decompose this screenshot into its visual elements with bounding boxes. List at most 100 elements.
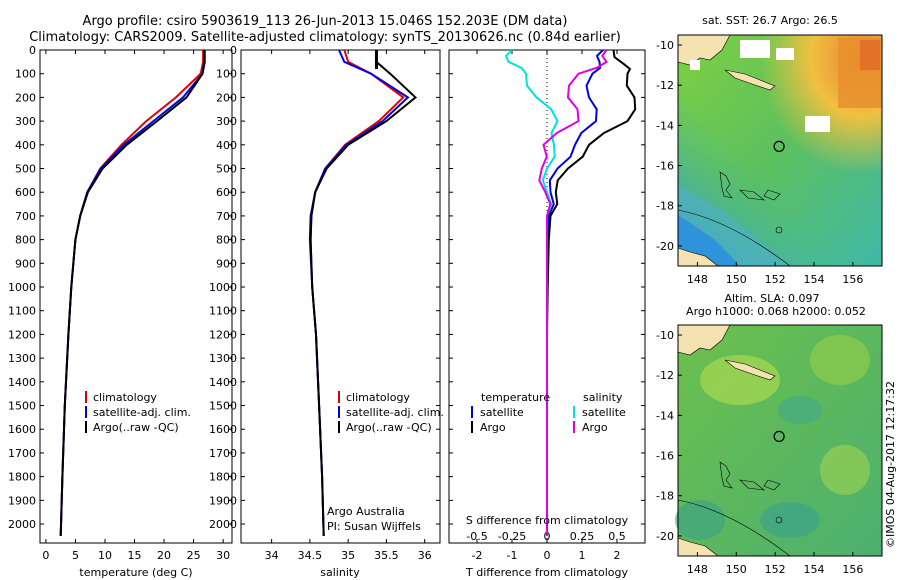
lat-tick-label: -14	[656, 119, 674, 132]
depth-tick-label: 0	[29, 44, 36, 57]
temperature-axis-label: temperature (deg C)	[79, 566, 192, 579]
credit-pi: PI: Susan Wijffels	[327, 520, 421, 533]
sla-map-frame	[677, 324, 883, 557]
depth-tick-label: 1700	[209, 447, 237, 460]
legend-label-t-satellite: satellite	[480, 406, 524, 419]
legend-label-argo: Argo(..raw -QC)	[93, 421, 179, 434]
sla-contour-1	[677, 499, 791, 557]
depth-tick-label: 100	[216, 68, 237, 81]
x-tick-label: 36	[418, 549, 432, 562]
depth-tick-label: 1500	[8, 400, 36, 413]
x-tick-label: 15	[128, 549, 142, 562]
x-tick-label: 35.5	[374, 549, 399, 562]
sla-low-1	[778, 396, 822, 424]
imos-stamp: ©IMOS 04-Aug-2017 12:17:32	[884, 381, 897, 548]
x-tick-label: 30	[216, 549, 230, 562]
legend-label-s-satellite: satellite	[582, 406, 626, 419]
lon-tick-label: 150	[726, 273, 747, 286]
lon-tick-label: 152	[765, 273, 786, 286]
sla-map-title-1: Altim. SLA: 0.097	[724, 292, 819, 305]
temperature-plot-frame	[39, 49, 233, 544]
sst-map-frame	[677, 34, 883, 267]
depth-tick-label: 1900	[8, 494, 36, 507]
s-tick-label: -0.5	[466, 530, 487, 543]
header-line-1: Argo profile: csiro 5903619_113 26-Jun-2…	[82, 14, 568, 29]
sla-high-2	[810, 335, 870, 385]
depth-tick-label: 1200	[209, 328, 237, 341]
sst-reef-1	[719, 171, 733, 199]
depth-tick-label: 1400	[8, 376, 36, 389]
t-tick-label: 1	[579, 549, 586, 562]
s-tick-label: 0.5	[608, 530, 626, 543]
sst-missing-3	[776, 48, 794, 60]
depth-tick-label: 1500	[209, 400, 237, 413]
sst-missing-2	[740, 40, 770, 58]
sst-map-title: sat. SST: 26.7 Argo: 26.5	[702, 14, 838, 27]
x-tick-label: 35	[341, 549, 355, 562]
x-tick-label: 34.5	[298, 549, 323, 562]
t-tick-label: -1	[507, 549, 518, 562]
s-difference-axis-label: S difference from climatology	[466, 514, 629, 527]
depth-tick-label: 700	[15, 210, 36, 223]
lon-tick-label: 156	[842, 273, 863, 286]
salinity-legend: climatology satellite-adj. clim. Argo(..…	[338, 391, 444, 434]
depth-tick-label: 1300	[8, 352, 36, 365]
t-tick-label: 0	[544, 549, 551, 562]
lat-tick-label: -10	[656, 329, 674, 342]
depth-tick-label: 800	[15, 234, 36, 247]
depth-tick-label: 600	[15, 186, 36, 199]
lat-tick-label: -18	[656, 490, 674, 503]
sla-high-3	[820, 445, 870, 495]
s-tick-label: 0	[544, 530, 551, 543]
depth-tick-label: 1100	[8, 305, 36, 318]
land-png-sla	[677, 324, 731, 356]
header-line-2: Climatology: CARS2009. Satellite-adjuste…	[29, 30, 621, 45]
depth-tick-label: 1700	[8, 447, 36, 460]
lon-tick-label: 154	[804, 273, 825, 286]
sst-missing-1	[690, 60, 700, 70]
legend-salinity-title: salinity	[583, 391, 623, 404]
legend-label-t-argo: Argo	[480, 421, 506, 434]
depth-tick-label: 300	[216, 115, 237, 128]
depth-tick-label: 400	[15, 139, 36, 152]
legend-label-argo: Argo(..raw -QC)	[346, 421, 432, 434]
depth-tick-label: 600	[216, 186, 237, 199]
sla-high-1	[700, 355, 780, 405]
depth-tick-label: 0	[230, 44, 237, 57]
sst-argo-float-marker	[773, 140, 785, 152]
legend-label-climatology: climatology	[346, 391, 410, 404]
sst-map-image	[677, 34, 882, 267]
t-difference-axis-label: T difference from climatology	[465, 566, 628, 579]
lon-tick-label: 148	[687, 273, 708, 286]
lat-tick-label: -20	[656, 240, 674, 253]
temperature-legend: climatology satellite-adj. clim. Argo(..…	[85, 391, 191, 434]
depth-tick-label: 2000	[209, 518, 237, 531]
lat-tick-label: -12	[656, 79, 674, 92]
t-tick-label: -2	[472, 549, 483, 562]
lat-tick-label: -12	[656, 369, 674, 382]
depth-tick-label: 1000	[209, 281, 237, 294]
sla-map-title-2: Argo h1000: 0.068 h2000: 0.052	[686, 305, 866, 318]
sla-map-panel: Altim. SLA: 0.097 Argo h1000: 0.068 h200…	[656, 292, 883, 576]
lon-tick-label: 150	[726, 563, 747, 576]
land-islands-sst	[724, 69, 776, 91]
x-tick-label: 34	[265, 549, 279, 562]
lat-tick-label: -20	[656, 530, 674, 543]
depth-tick-label: 900	[216, 257, 237, 270]
lat-tick-label: -14	[656, 409, 674, 422]
depth-tick-label: 200	[15, 91, 36, 104]
legend-label-s-argo: Argo	[582, 421, 608, 434]
legend-label-satellite: satellite-adj. clim.	[93, 406, 191, 419]
land-png-sst	[677, 34, 731, 66]
depth-tick-label: 1900	[209, 494, 237, 507]
depth-tick-label: 1300	[209, 352, 237, 365]
depth-tick-label: 200	[216, 91, 237, 104]
depth-tick-label: 1400	[209, 376, 237, 389]
depth-tick-label: 1000	[8, 281, 36, 294]
sst-reef-2	[739, 189, 766, 201]
legend-label-satellite: satellite-adj. clim.	[346, 406, 444, 419]
salinity-panel: 0 100 200 300 400 500 600 700 800 900 1000 1100 1200…	[209, 44, 444, 579]
difference-series-t-argo	[546, 50, 637, 536]
x-tick-label: 25	[187, 549, 201, 562]
